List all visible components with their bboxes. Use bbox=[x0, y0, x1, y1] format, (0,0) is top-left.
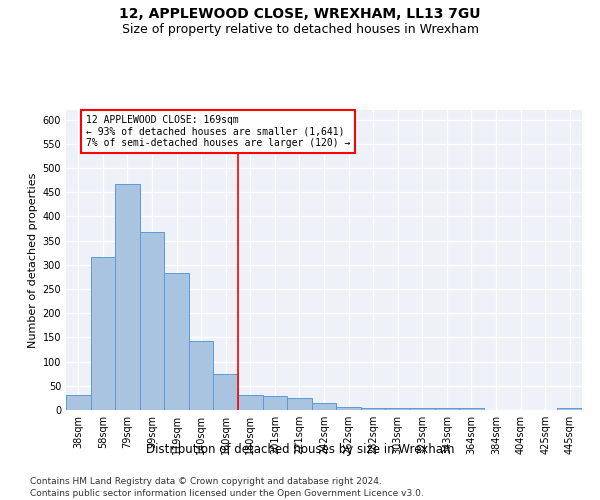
Y-axis label: Number of detached properties: Number of detached properties bbox=[28, 172, 38, 348]
Bar bbox=[336, 406, 361, 410]
Bar bbox=[557, 408, 582, 410]
Bar bbox=[214, 374, 238, 410]
Bar bbox=[434, 408, 459, 410]
Bar bbox=[263, 396, 287, 410]
Bar bbox=[66, 395, 91, 410]
Bar bbox=[189, 342, 214, 410]
Bar bbox=[410, 408, 434, 410]
Bar bbox=[361, 408, 385, 410]
Bar bbox=[238, 395, 263, 410]
Bar bbox=[287, 398, 312, 410]
Text: 12, APPLEWOOD CLOSE, WREXHAM, LL13 7GU: 12, APPLEWOOD CLOSE, WREXHAM, LL13 7GU bbox=[119, 8, 481, 22]
Text: Distribution of detached houses by size in Wrexham: Distribution of detached houses by size … bbox=[146, 442, 454, 456]
Bar bbox=[91, 257, 115, 410]
Bar bbox=[312, 403, 336, 410]
Text: Contains public sector information licensed under the Open Government Licence v3: Contains public sector information licen… bbox=[30, 489, 424, 498]
Bar bbox=[115, 184, 140, 410]
Bar bbox=[164, 273, 189, 410]
Bar bbox=[459, 408, 484, 410]
Text: 12 APPLEWOOD CLOSE: 169sqm
← 93% of detached houses are smaller (1,641)
7% of se: 12 APPLEWOOD CLOSE: 169sqm ← 93% of deta… bbox=[86, 115, 350, 148]
Text: Size of property relative to detached houses in Wrexham: Size of property relative to detached ho… bbox=[121, 22, 479, 36]
Bar bbox=[385, 408, 410, 410]
Bar bbox=[140, 232, 164, 410]
Text: Contains HM Land Registry data © Crown copyright and database right 2024.: Contains HM Land Registry data © Crown c… bbox=[30, 478, 382, 486]
